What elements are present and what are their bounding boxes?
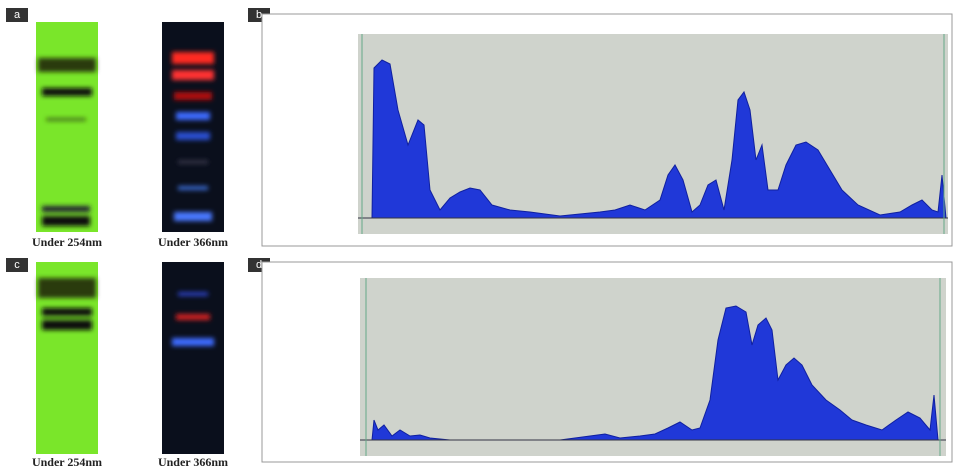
caption: Under 366nm (158, 235, 228, 249)
panel-label: b (256, 9, 262, 21)
panel-b: b (248, 8, 952, 246)
panel-label: c (14, 259, 20, 271)
panel-d: d (248, 258, 952, 462)
caption: Under 254nm (32, 455, 102, 469)
panel-label: d (256, 259, 262, 271)
tlc-plate-366 (162, 262, 224, 454)
caption: Under 254nm (32, 235, 102, 249)
tlc-plate-254 (36, 22, 98, 232)
panel-c: c Under 254nm Under 366nm (6, 258, 228, 469)
figure: a Under 254nm Under 366nm b (0, 0, 956, 469)
panel-a: a Under 254nm Under 366nm (6, 8, 228, 249)
panel-label: a (14, 9, 21, 21)
caption: Under 366nm (158, 455, 228, 469)
